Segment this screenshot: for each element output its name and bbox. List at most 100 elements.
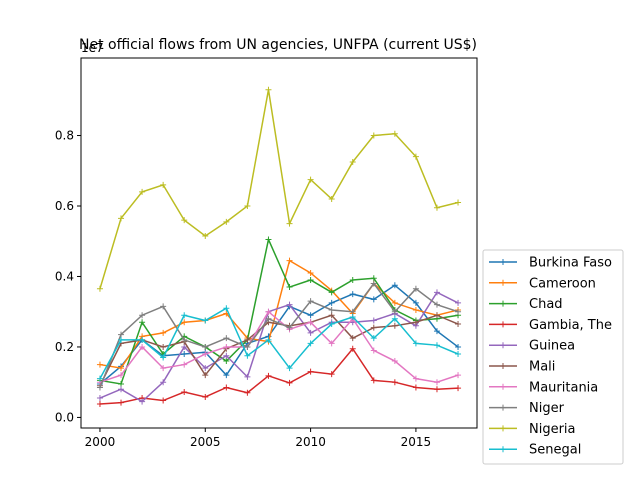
data-point-gambia-the xyxy=(455,385,462,392)
data-point-niger xyxy=(139,312,146,319)
data-point-chad xyxy=(307,277,314,283)
data-point-burkina-faso xyxy=(307,312,314,319)
data-point-niger xyxy=(223,335,230,342)
y-tick-label: 0.2 xyxy=(55,340,74,354)
data-point-gambia-the xyxy=(391,379,398,386)
data-point-chad xyxy=(349,277,356,283)
chart-title: Net official flows from UN agencies, UNF… xyxy=(79,37,477,53)
y-scale-label: 1e7 xyxy=(81,41,104,55)
series-line-mali xyxy=(99,314,459,387)
data-point-cameroon xyxy=(286,257,293,264)
data-point-nigeria xyxy=(202,232,209,239)
data-point-burkina-faso xyxy=(328,299,335,306)
data-point-gambia-the xyxy=(96,401,103,408)
data-point-burkina-faso xyxy=(370,296,377,303)
data-point-mauritania xyxy=(433,379,440,386)
data-point-cameroon xyxy=(160,329,167,336)
data-point-chad xyxy=(286,284,293,291)
data-point-niger xyxy=(370,280,377,287)
legend-marker xyxy=(500,279,506,286)
data-point-senegal xyxy=(223,305,230,312)
data-point-burkina-faso xyxy=(412,299,419,306)
legend-frame xyxy=(482,249,624,465)
data-point-gambia-the xyxy=(202,393,209,400)
x-tick-label: 2015 xyxy=(401,435,432,449)
data-point-niger xyxy=(433,301,440,308)
data-point-burkina-faso xyxy=(181,351,188,357)
legend-label: Chad xyxy=(529,297,563,312)
data-point-mali xyxy=(328,312,335,319)
series-line-nigeria xyxy=(99,89,459,290)
data-point-nigeria xyxy=(223,218,230,225)
data-point-mauritania xyxy=(118,372,125,379)
data-point-mauritania xyxy=(160,365,167,372)
data-point-senegal xyxy=(118,336,125,343)
legend-marker xyxy=(500,300,506,307)
data-point-gambia-the xyxy=(433,386,440,393)
data-point-nigeria xyxy=(118,215,125,222)
data-point-guinea xyxy=(370,317,377,324)
data-point-senegal xyxy=(455,351,462,357)
legend: Burkina Faso Cameroon Chad Gambia, The Guine… xyxy=(482,249,624,465)
data-point-nigeria xyxy=(391,130,398,137)
data-point-gambia-the xyxy=(286,379,293,386)
series-line-gambia-the xyxy=(99,347,459,405)
y-axis: 0.0 0.2 0.4 0.6 0.8 xyxy=(55,129,81,424)
series-line-guinea xyxy=(99,291,459,403)
data-point-nigeria xyxy=(286,220,293,227)
data-point-gambia-the xyxy=(307,368,314,375)
data-point-gambia-the xyxy=(181,389,188,396)
legend-marker xyxy=(500,404,506,411)
x-tick-label: 2010 xyxy=(295,435,326,449)
legend-marker xyxy=(500,342,506,349)
data-point-guinea xyxy=(118,386,125,393)
data-point-mali xyxy=(202,372,209,379)
data-point-nigeria xyxy=(307,176,314,183)
data-point-cameroon xyxy=(118,365,125,372)
data-point-mauritania xyxy=(455,372,462,379)
data-point-niger xyxy=(181,336,188,343)
x-tick-label: 2000 xyxy=(85,435,116,449)
data-point-burkina-faso xyxy=(223,372,230,379)
y-tick-label: 0.4 xyxy=(55,269,74,283)
data-point-cameroon xyxy=(181,319,188,326)
data-point-guinea xyxy=(223,352,230,359)
data-point-senegal xyxy=(286,365,293,372)
data-point-gambia-the xyxy=(265,372,272,379)
data-point-mali xyxy=(391,322,398,329)
legend-label: Niger xyxy=(529,401,565,416)
legend-marker xyxy=(500,446,506,453)
series-line-cameroon xyxy=(99,259,459,369)
data-point-mali xyxy=(412,319,419,326)
legend-label: Gambia, The xyxy=(529,318,612,333)
legend-marker xyxy=(500,321,506,328)
data-point-mali xyxy=(244,336,251,343)
data-point-cameroon xyxy=(391,299,398,306)
data-point-gambia-the xyxy=(412,384,419,391)
series-line-chad xyxy=(99,237,459,385)
data-point-senegal xyxy=(160,354,167,361)
data-point-mauritania xyxy=(202,351,209,357)
y-tick-label: 0.0 xyxy=(55,410,74,424)
data-point-gambia-the xyxy=(370,377,377,384)
data-point-niger xyxy=(244,343,251,350)
data-point-gambia-the xyxy=(223,384,230,391)
data-point-niger xyxy=(96,384,103,391)
data-point-gambia-the xyxy=(118,399,125,406)
y-tick-label: 0.8 xyxy=(55,129,74,143)
data-point-senegal xyxy=(181,312,188,319)
data-point-nigeria xyxy=(433,204,440,211)
data-point-niger xyxy=(307,298,314,305)
data-point-guinea xyxy=(96,395,103,402)
axes-frame xyxy=(80,57,478,429)
legend-marker xyxy=(500,425,506,432)
x-tick-label: 2005 xyxy=(190,435,221,449)
plot-area xyxy=(96,86,462,408)
data-point-niger xyxy=(328,306,335,313)
data-point-guinea xyxy=(202,365,209,372)
legend-label: Guinea xyxy=(529,339,575,354)
legend-label: Mauritania xyxy=(529,380,598,395)
legend-label: Cameroon xyxy=(529,276,596,291)
data-point-senegal xyxy=(307,340,314,347)
data-point-nigeria xyxy=(96,285,103,292)
